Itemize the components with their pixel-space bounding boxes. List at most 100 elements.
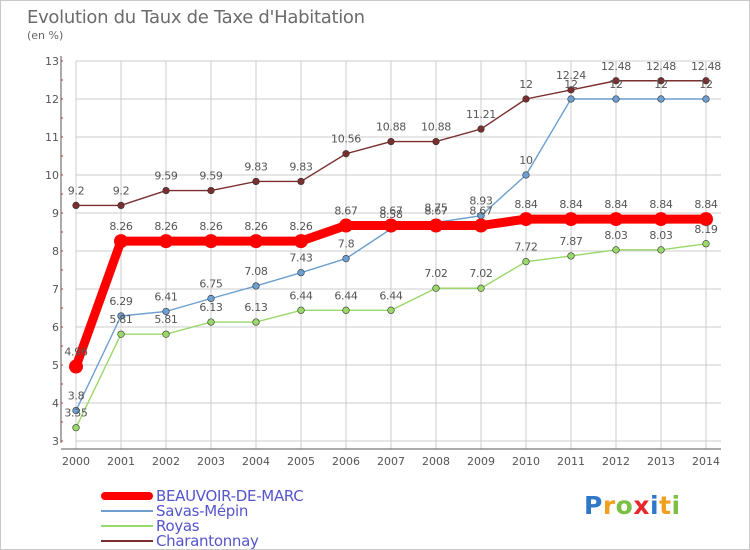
data-label-beauvoir: 8.84 [694, 198, 718, 211]
axes: 3 4 5 6 7 8 9 10 11 12 13 2000 2001 2002 2003 2004 2005 2… [45, 55, 721, 468]
data-label-savas: 8.75 [424, 202, 448, 215]
data-label-roybon: 3.35 [64, 407, 88, 420]
legend-label-beauvoir: BEAUVOIR-DE-MARC [156, 487, 304, 505]
data-point-beauvoir [204, 234, 218, 249]
data-label-roybon: 8.03 [649, 229, 673, 242]
data-point-charantonnay [117, 201, 125, 209]
legend-swatch-beauvoir [101, 492, 153, 500]
y-tick-label: 7 [52, 283, 59, 296]
data-point-roybon [342, 306, 350, 314]
data-point-charantonnay [342, 150, 350, 158]
data-point-roybon [162, 330, 170, 338]
logo-letter: t [659, 491, 672, 520]
data-point-roybon [297, 306, 305, 314]
logo-letter: r [602, 491, 616, 520]
x-tick-label: 2001 [107, 455, 135, 468]
x-tick-label: 2013 [647, 455, 675, 468]
data-point-charantonnay [657, 77, 665, 85]
data-point-charantonnay [477, 125, 485, 133]
data-point-savas [702, 95, 710, 103]
data-label-charantonnay: 10.56 [331, 133, 361, 146]
data-label-roybon: 6.13 [244, 301, 268, 314]
data-label-roybon: 7.87 [559, 235, 583, 248]
legend-swatch-savas [101, 510, 153, 512]
data-label-charantonnay: 9.59 [199, 170, 223, 183]
data-point-savas [72, 407, 80, 415]
data-label-beauvoir: 8.26 [109, 220, 133, 233]
data-label-roybon: 6.44 [289, 289, 313, 302]
data-point-charantonnay [252, 177, 260, 186]
data-point-savas [297, 269, 305, 277]
data-label-charantonnay: 9.2 [113, 184, 130, 197]
data-label-roybon: 7.72 [514, 241, 537, 254]
y-tick-label: 8 [52, 245, 59, 258]
data-point-roybon [207, 318, 215, 326]
legend-label-charantonnay: Charantonnay [156, 532, 259, 550]
logo-letter: P [584, 491, 603, 520]
data-point-charantonnay [567, 86, 575, 94]
data-point-charantonnay [432, 137, 440, 146]
data-point-savas [207, 294, 215, 303]
data-label-savas: 12 [699, 78, 712, 91]
data-label-charantonnay: 12.48 [646, 60, 676, 73]
data-point-beauvoir [294, 234, 308, 249]
y-tick-label: 4 [52, 397, 59, 410]
data-point-savas [612, 95, 620, 103]
data-label-roybon: 8.19 [694, 223, 718, 236]
data-label-charantonnay: 9.59 [154, 170, 178, 183]
data-label-roybon: 6.44 [334, 289, 358, 302]
data-label-beauvoir: 8.84 [604, 198, 628, 211]
data-point-savas [522, 171, 530, 179]
grid-lines [75, 60, 721, 449]
legend-swatch-charantonnay [101, 540, 153, 542]
data-label-roybon: 8.03 [604, 229, 628, 242]
y-tick-label: 11 [45, 131, 59, 144]
data-point-roybon [252, 318, 260, 326]
data-label-beauvoir: 8.67 [379, 205, 403, 218]
data-label-charantonnay: 12.48 [601, 60, 631, 73]
data-point-savas [117, 312, 125, 320]
y-tick-label: 5 [52, 359, 59, 372]
data-label-charantonnay: 12.48 [691, 60, 721, 73]
data-label-savas: 6.29 [109, 295, 133, 308]
data-label-savas: 12 [564, 78, 577, 91]
data-point-beauvoir [564, 212, 578, 227]
x-tick-label: 2003 [197, 455, 225, 468]
x-tick-label: 2008 [422, 455, 450, 468]
data-label-beauvoir: 4.96 [64, 346, 88, 359]
data-point-savas [342, 255, 350, 263]
logo-letter: o [615, 491, 634, 520]
data-point-roybon [522, 258, 530, 266]
legend-label-royas: Royas [156, 517, 200, 535]
logo-letter: i [650, 491, 660, 520]
data-label-savas: 7.43 [289, 252, 313, 265]
x-tick-label: 2014 [692, 455, 720, 468]
data-label-roybon: 5.81 [109, 313, 132, 326]
data-point-savas [252, 282, 260, 290]
data-label-roybon: 6.13 [199, 301, 223, 314]
y-tick-label: 12 [45, 93, 59, 106]
data-point-beauvoir [654, 212, 668, 227]
logo-letter: x [633, 491, 650, 520]
data-point-roybon [387, 306, 395, 314]
data-label-roybon: 7.02 [424, 267, 447, 280]
x-tick-label: 2010 [512, 455, 540, 468]
data-point-roybon [117, 330, 125, 338]
data-point-beauvoir [609, 212, 623, 227]
data-label-beauvoir: 8.26 [244, 220, 268, 233]
legend-swatch-royas [101, 525, 153, 527]
data-label-beauvoir: 8.26 [289, 220, 313, 233]
y-tick-label: 6 [52, 321, 59, 334]
logo-letter: i [671, 491, 681, 520]
x-tick-label: 2006 [332, 455, 360, 468]
data-point-beauvoir [699, 212, 713, 227]
data-label-savas: 7.08 [244, 265, 268, 278]
y-tick-label: 10 [45, 169, 59, 182]
data-label-roybon: 7.02 [469, 267, 492, 280]
data-label-charantonnay: 12.24 [556, 69, 586, 82]
data-point-beauvoir [159, 234, 173, 249]
data-point-roybon [612, 246, 620, 254]
data-point-beauvoir [519, 212, 533, 227]
